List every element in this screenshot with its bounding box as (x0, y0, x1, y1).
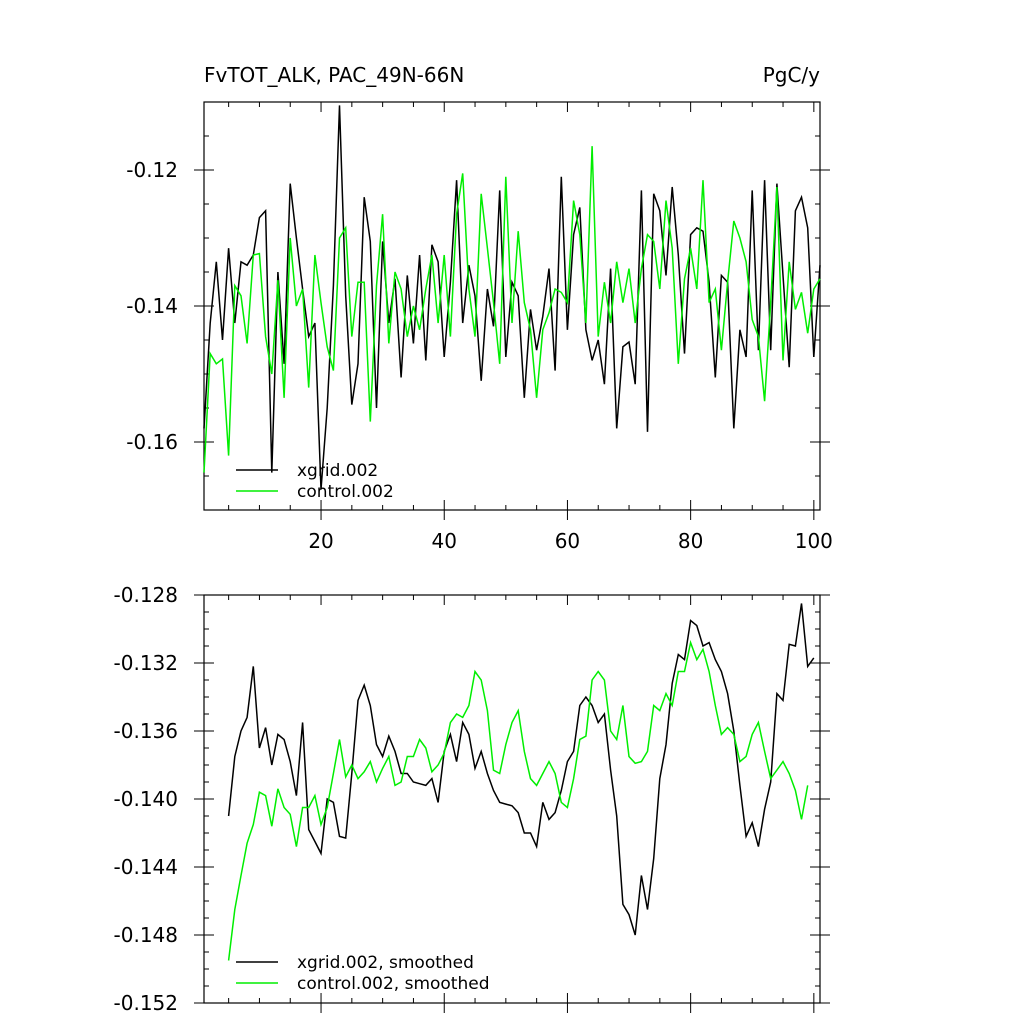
top-x-tick-label: 80 (678, 529, 703, 553)
bottom-y-tick-label: -0.136 (114, 719, 178, 743)
bottom-y-tick-label: -0.152 (114, 991, 178, 1015)
bottom-series-line-1 (227, 639, 809, 961)
bottom-y-tick-label: -0.144 (114, 855, 178, 879)
top-chart-ticks: 20 40 60 80 100 -0.16 -0.14 -0.12 (126, 101, 833, 553)
top-y-tick-label: -0.14 (126, 294, 178, 318)
top-x-tick-label: 100 (795, 529, 833, 553)
legend-label-xgrid-smoothed: xgrid.002, smoothed (297, 953, 474, 973)
bottom-y-tick-label: -0.148 (114, 923, 178, 947)
top-series-line-0 (203, 105, 821, 490)
bottom-chart-panel: -0.152 -0.148 -0.144 -0.140 -0.136 -0.132 -0.1… (114, 583, 830, 1015)
bottom-chart-series (227, 603, 815, 961)
bottom-y-tick-label: -0.132 (114, 651, 178, 675)
top-chart-panel: FvTOT_ALK, PAC_49N-66N PgC/y 20 40 60 80 100… (126, 63, 833, 553)
top-y-tick-label: -0.16 (126, 430, 178, 454)
top-chart-title-left: FvTOT_ALK, PAC_49N-66N (204, 63, 464, 87)
legend-label-control: control.002 (297, 482, 394, 502)
top-chart-series (203, 105, 821, 490)
bottom-series-line-0 (227, 603, 815, 936)
top-chart-title-right: PgC/y (763, 63, 820, 87)
bottom-y-tick-label: -0.128 (114, 583, 178, 607)
top-y-tick-label: -0.12 (126, 158, 178, 182)
top-x-tick-label: 60 (555, 529, 580, 553)
bottom-chart-ticks: -0.152 -0.148 -0.144 -0.140 -0.136 -0.132 -0.1… (114, 583, 830, 1015)
top-series-line-1 (203, 146, 821, 473)
bottom-chart-legend: xgrid.002, smoothed control.002, smoothe… (236, 953, 490, 994)
bottom-y-tick-label: -0.140 (114, 787, 178, 811)
bottom-chart-frame (203, 594, 821, 1004)
top-x-tick-label: 20 (308, 529, 333, 553)
top-x-tick-label: 40 (432, 529, 457, 553)
top-chart-legend: xgrid.002 control.002 (236, 461, 394, 502)
legend-label-xgrid: xgrid.002 (297, 461, 378, 481)
legend-label-control-smoothed: control.002, smoothed (297, 974, 490, 994)
